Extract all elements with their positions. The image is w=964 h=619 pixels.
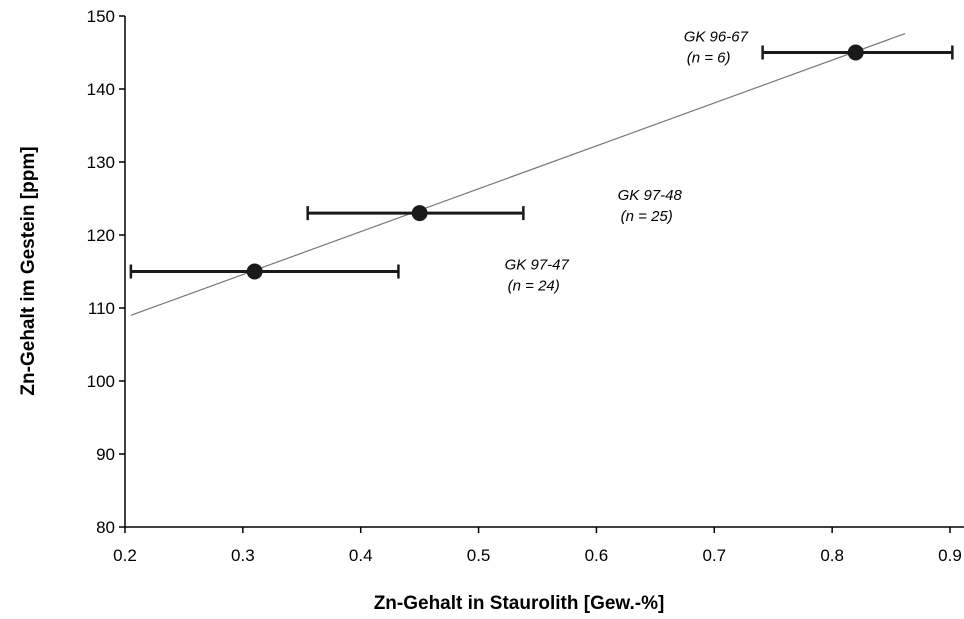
annotation-layer: GK 97-47 (n = 24) GK 97-48 (n = 25) GK 96-67… xyxy=(505,29,749,295)
x-tick-label: 0.5 xyxy=(467,546,491,565)
y-tick-label: 110 xyxy=(88,299,115,318)
data-point xyxy=(246,263,263,280)
point-n-label: (n = 6) xyxy=(687,50,731,67)
y-tick-label: 120 xyxy=(87,226,115,245)
axes xyxy=(124,16,964,528)
y-tick-label: 80 xyxy=(96,518,115,537)
data-point xyxy=(411,205,428,222)
x-tick-label: 0.2 xyxy=(113,546,137,565)
x-tick-label: 0.9 xyxy=(938,546,962,565)
x-tick-label: 0.3 xyxy=(231,546,255,565)
point-n-label: (n = 25) xyxy=(621,208,673,225)
x-tick-label: 0.6 xyxy=(585,546,609,565)
y-tick-label: 100 xyxy=(87,372,115,391)
y-tick-label: 150 xyxy=(87,7,115,26)
x-axis-title: Zn-Gehalt in Staurolith [Gew.-%] xyxy=(374,593,665,614)
y-tick-label: 130 xyxy=(87,153,115,172)
point-n-label: (n = 24) xyxy=(508,278,560,295)
y-tick-label: 90 xyxy=(96,445,115,464)
x-tick-label: 0.4 xyxy=(349,546,373,565)
x-tick-label: 0.8 xyxy=(820,546,844,565)
errorbar-layer xyxy=(129,45,954,279)
x-tick-label: 0.7 xyxy=(702,546,726,565)
y-tick-label: 140 xyxy=(87,80,115,99)
tick-layer: 80 90 100 110 120 130 140 150 0.2 0.3 0.4 0.5 0.6 0.7… xyxy=(87,7,962,565)
point-label: GK 97-48 xyxy=(618,187,683,204)
point-label: GK 96-67 xyxy=(684,29,749,46)
point-label: GK 97-47 xyxy=(505,257,570,274)
point-layer xyxy=(246,44,864,280)
data-point xyxy=(847,44,864,61)
y-axis-title: Zn-Gehalt im Gestein [ppm] xyxy=(18,146,39,395)
